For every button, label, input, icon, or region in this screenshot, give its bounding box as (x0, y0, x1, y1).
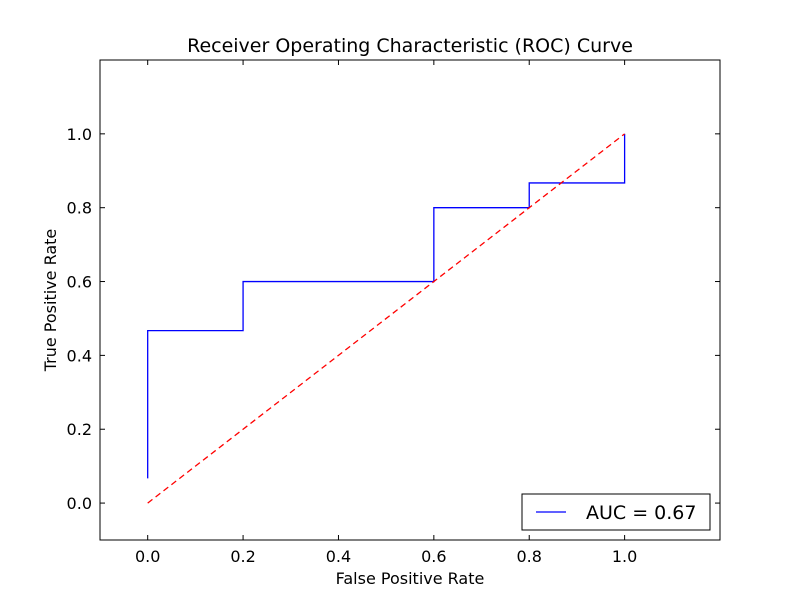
x-tick-label: 1.0 (612, 547, 637, 566)
y-tick-label: 0.2 (67, 420, 92, 439)
chart-title: Receiver Operating Characteristic (ROC) … (187, 35, 633, 57)
y-tick-label: 1.0 (67, 125, 92, 144)
x-tick-label: 0.4 (326, 547, 351, 566)
diagonal-reference-line (147, 133, 626, 504)
y-tick-label: 0.0 (67, 494, 92, 513)
x-tick-label: 0.6 (421, 547, 446, 566)
y-axis-label: True Positive Rate (41, 229, 60, 373)
y-tick-label: 0.8 (67, 199, 92, 218)
x-tick-label: 0.2 (230, 547, 255, 566)
x-axis-label: False Positive Rate (336, 569, 485, 588)
y-tick-label: 0.6 (67, 273, 92, 292)
roc-curve-line (147, 133, 626, 479)
x-tick-label: 0.0 (135, 547, 160, 566)
plot-area: 0.0 0.2 0.4 0.6 0.8 1.0 0.0 0.2 0.4 0.6 0.8 1.0 AUC … (67, 59, 721, 566)
plot-frame (99, 59, 721, 541)
legend-label: AUC = 0.67 (586, 502, 696, 524)
x-tick-label: 0.8 (517, 547, 542, 566)
y-tick-label: 0.4 (67, 346, 92, 365)
